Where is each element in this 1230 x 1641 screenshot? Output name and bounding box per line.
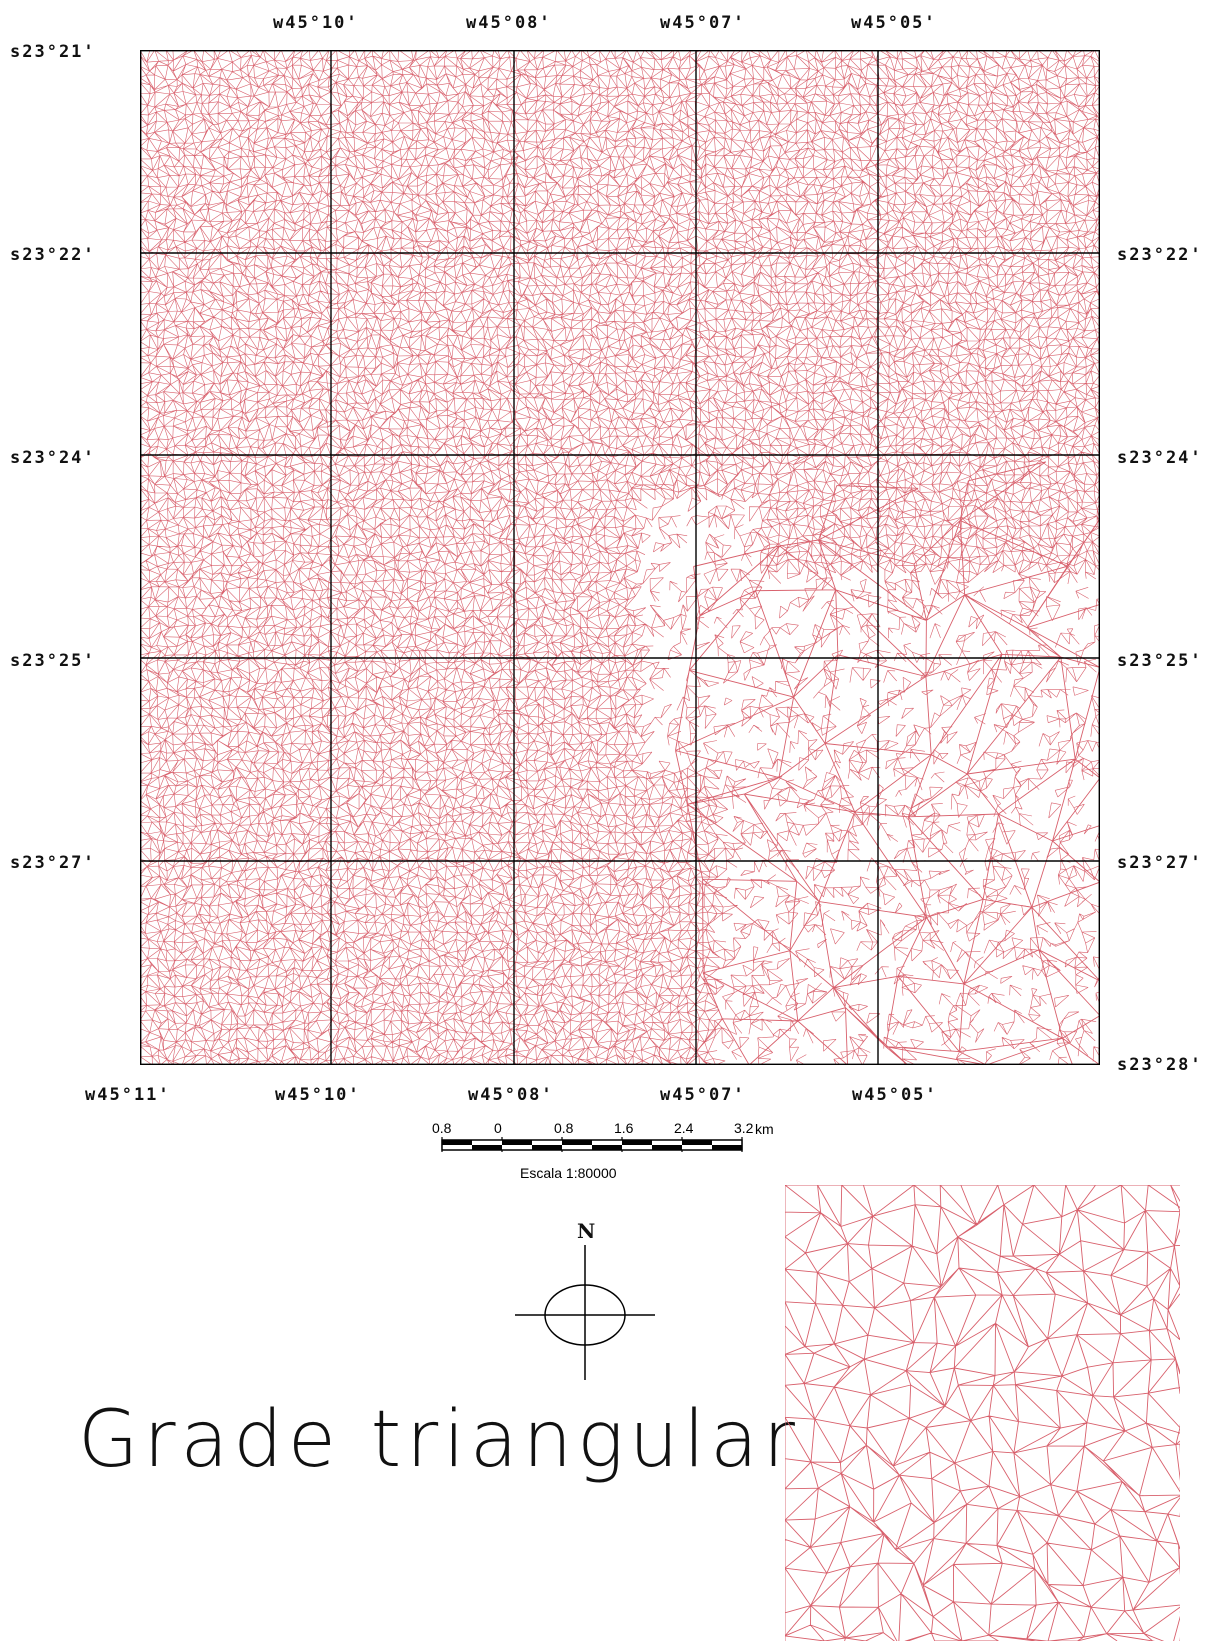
- scale-segment: [682, 1140, 712, 1145]
- top-label-4: w45°05': [851, 13, 937, 33]
- bottom-label-1: w45°11': [85, 1085, 171, 1105]
- scale-tick-label: 2.4: [674, 1120, 694, 1136]
- left-label-4: s23°25': [10, 651, 96, 671]
- scale-segment: [442, 1140, 472, 1145]
- right-label-1: s23°22': [1117, 245, 1203, 265]
- right-label-3: s23°25': [1117, 651, 1203, 671]
- left-label-1: s23°21': [10, 42, 96, 62]
- scale-segment: [592, 1145, 622, 1150]
- top-label-3: w45°07': [660, 13, 746, 33]
- tin-mesh: [140, 50, 1100, 1065]
- left-label-5: s23°27': [10, 853, 96, 873]
- scale-segment: [652, 1145, 682, 1150]
- bottom-label-2: w45°10': [275, 1085, 361, 1105]
- north-letter: N: [577, 1219, 596, 1243]
- scale-tick-label: 0.8: [554, 1120, 574, 1136]
- scale-segment: [502, 1140, 532, 1145]
- right-label-2: s23°24': [1117, 448, 1203, 468]
- right-label-4: s23°27': [1117, 853, 1203, 873]
- tin-edges: [140, 50, 1100, 1065]
- triangulated-map: [140, 50, 1100, 1065]
- scale-bar: 0.8 0 0.8 1.6 2.4 3.2: [432, 1120, 754, 1152]
- map-title: Grade triangular: [78, 1395, 800, 1485]
- bottom-label-5: w45°05': [852, 1085, 938, 1105]
- right-label-5: s23°28': [1117, 1055, 1203, 1075]
- left-label-3: s23°24': [10, 448, 96, 468]
- map-frame: [140, 50, 1100, 1065]
- top-label-2: w45°08': [466, 13, 552, 33]
- bottom-label-3: w45°08': [468, 1085, 554, 1105]
- scale-tick-label: 0.8: [432, 1120, 452, 1136]
- tin-detail-mesh: [785, 1185, 1180, 1641]
- left-label-2: s23°22': [10, 245, 96, 265]
- coordinate-grid: [140, 50, 1100, 1065]
- bottom-label-4: w45°07': [660, 1085, 746, 1105]
- tin-edges: [785, 1185, 1180, 1641]
- scale-unit: km: [755, 1121, 774, 1137]
- top-label-1: w45°10': [273, 13, 359, 33]
- scale-segment: [712, 1145, 742, 1150]
- scale-segment: [562, 1140, 592, 1145]
- scale-tick-label: 1.6: [614, 1120, 634, 1136]
- scale-caption: Escala 1:80000: [520, 1165, 617, 1181]
- scale-tick-label: 0: [494, 1120, 502, 1136]
- triangulated-detail-inset: [785, 1185, 1180, 1641]
- scale-segment: [472, 1145, 502, 1150]
- scale-segment: [532, 1145, 562, 1150]
- scale-tick-label: 3.2: [734, 1120, 754, 1136]
- north-arrow-icon: [515, 1245, 655, 1380]
- scale-segment: [622, 1140, 652, 1145]
